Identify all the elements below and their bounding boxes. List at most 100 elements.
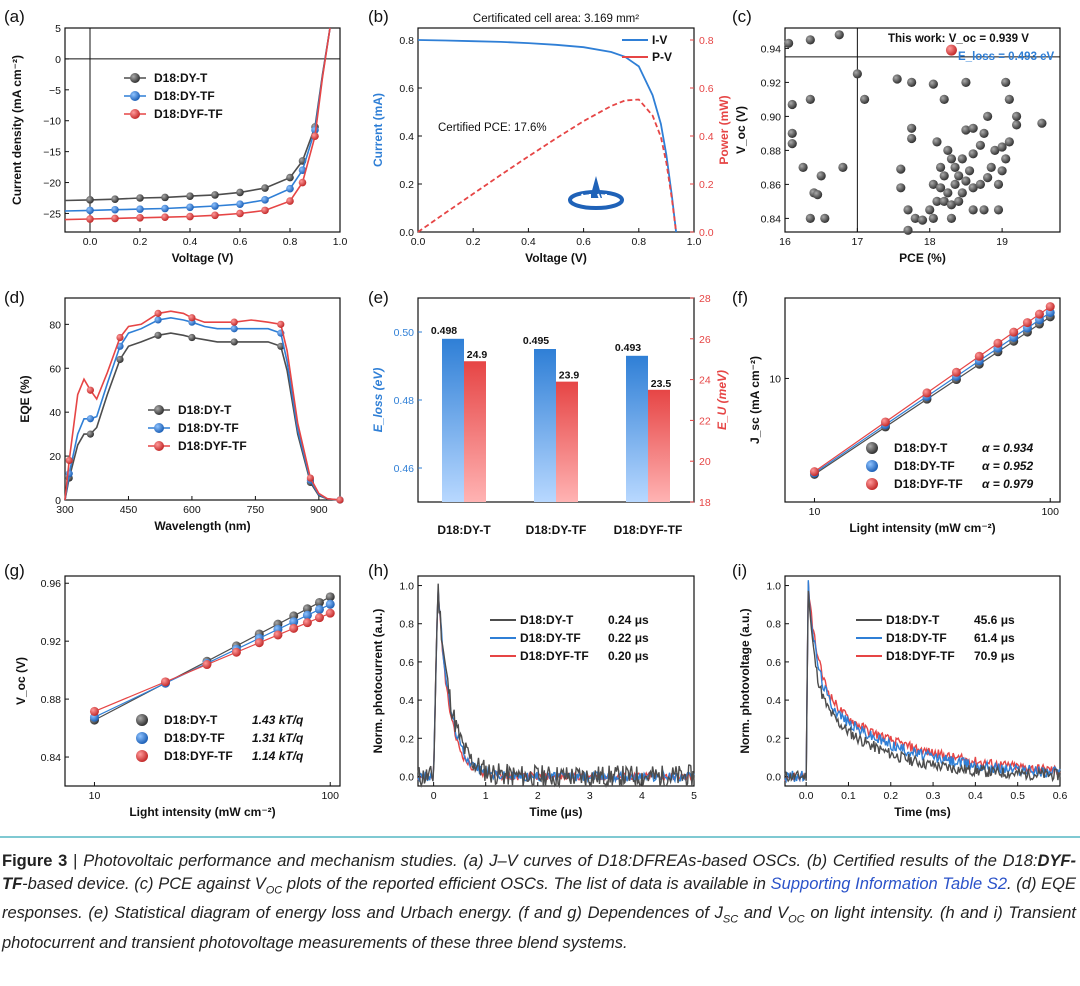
x-tick-label: 1.0 <box>333 236 348 248</box>
y-tick-label: 0.94 <box>761 43 782 55</box>
y-tick-label: 0.50 <box>394 327 415 339</box>
jv-point <box>161 213 169 221</box>
legend-label: D18:DY-T <box>520 613 574 627</box>
literature-point <box>903 225 913 235</box>
jv-point <box>211 202 219 210</box>
legend-label: D18:DY-TF <box>894 459 955 473</box>
legend-label: D18:DY-TF <box>178 421 239 435</box>
x-tick-label: 18 <box>924 236 936 248</box>
y-tick-label: −10 <box>43 116 61 128</box>
voc-point <box>273 630 283 640</box>
legend-value: 0.20 μs <box>608 649 649 663</box>
y-tick-label: 80 <box>49 319 61 331</box>
jv-point <box>161 193 169 202</box>
x-tick-label: 16 <box>779 236 791 248</box>
y-axis-label: EQE (%) <box>18 375 32 422</box>
literature-point <box>820 213 830 223</box>
x-tick-label: 0.8 <box>283 236 298 248</box>
y-tick-label: 60 <box>49 363 61 375</box>
eqe-point <box>188 333 196 342</box>
legend-label: D18:DYF-TF <box>520 649 589 663</box>
x-tick-label: 0.0 <box>411 236 426 248</box>
y-tick-label: −15 <box>43 147 61 159</box>
x-tick-label: 0.0 <box>83 236 98 248</box>
jv-point <box>311 132 319 140</box>
literature-point <box>946 154 957 164</box>
caption-divider <box>0 836 1080 838</box>
legend-marker <box>130 109 140 119</box>
x-tick-label: 100 <box>321 790 339 802</box>
literature-point <box>961 125 971 135</box>
jv-point <box>86 215 94 223</box>
plot-frame <box>784 27 1061 233</box>
x-tick-label: 2 <box>535 790 541 802</box>
chart-g-voc-light: 10 100 0.84 0.88 0.92 0.96 Light intensity (mW… <box>4 561 341 819</box>
x-tick-label: 5 <box>691 790 697 802</box>
eu-value-label: 23.5 <box>651 378 672 390</box>
legend-marker <box>154 423 164 433</box>
eloss-bar <box>626 355 648 502</box>
jv-point <box>236 209 244 218</box>
literature-point <box>932 137 942 147</box>
y-tick-label: 0.96 <box>41 578 62 590</box>
literature-point <box>943 188 953 198</box>
literature-point <box>907 77 917 87</box>
supporting-info-link[interactable]: Supporting Information Table S2 <box>770 875 1008 893</box>
literature-point <box>787 139 797 149</box>
plot-frame <box>784 297 1061 503</box>
legend-value: α = 0.979 <box>982 477 1033 491</box>
y-tick-label: 40 <box>49 407 61 419</box>
literature-point <box>975 179 985 189</box>
jsc-point <box>1022 318 1032 328</box>
jsc-point <box>974 351 984 361</box>
literature-point <box>784 38 794 48</box>
legend-value: α = 0.952 <box>982 459 1033 473</box>
this-work-point <box>945 44 957 56</box>
literature-point <box>939 94 949 104</box>
y-tick-label: 0.84 <box>41 752 62 764</box>
legend-label: D18:DY-T <box>178 403 232 417</box>
caption-sub-sc: SC <box>722 913 739 926</box>
voc-point <box>302 604 312 614</box>
y-axis-label: Norm. photovoltage (a.u.) <box>738 608 752 753</box>
y-tick-label: 0.92 <box>761 77 782 89</box>
y-tick-label: 1.0 <box>399 581 414 593</box>
x-axis-label: Wavelength (nm) <box>154 519 250 533</box>
eqe-point <box>86 430 94 438</box>
legend-label: D18:DYF-TF <box>164 749 233 763</box>
jsc-point <box>880 417 890 427</box>
x-axis-label: Voltage (V) <box>525 251 587 265</box>
jsc-point <box>1045 302 1055 312</box>
literature-point <box>979 128 989 138</box>
right-y-tick-label: 0.0 <box>699 227 714 239</box>
jv-point <box>286 173 294 182</box>
y-tick-label: 0.2 <box>399 733 414 745</box>
chart-i-transient: 0.0 0.1 0.2 0.3 0.4 0.5 0.6 0.0 0.2 0.4 0.6 0.8 1.0 T… <box>732 561 1067 819</box>
plot-frame <box>784 575 1061 787</box>
x-tick-label: 0.2 <box>466 236 481 248</box>
right-y-tick-label: 20 <box>699 456 711 468</box>
panel-label: (a) <box>4 7 25 26</box>
literature-point <box>932 196 942 206</box>
eloss-value-label: 0.498 <box>431 325 457 337</box>
category-label: D18:DYF-TF <box>614 523 683 537</box>
literature-point <box>787 99 797 110</box>
y-tick-label: 0.0 <box>766 771 781 783</box>
literature-point <box>968 149 978 159</box>
literature-point <box>928 79 938 89</box>
literature-point <box>983 111 993 121</box>
literature-point <box>1004 137 1014 147</box>
x-tick-label: 4 <box>639 790 645 802</box>
literature-point <box>903 205 913 215</box>
x-tick-label: 0.4 <box>968 790 983 802</box>
eqe-point <box>188 314 196 322</box>
y-tick-label: 0.4 <box>399 131 414 143</box>
voc-point <box>254 638 264 648</box>
curve-1 <box>417 98 677 233</box>
y-tick-label: 0.6 <box>399 83 414 95</box>
x-tick-label: 10 <box>89 790 101 802</box>
legend-value: 61.4 μs <box>974 631 1015 645</box>
x-tick-label: 0.1 <box>841 790 856 802</box>
panel-label: (d) <box>4 288 25 307</box>
y-tick-label: 0.2 <box>399 179 414 191</box>
